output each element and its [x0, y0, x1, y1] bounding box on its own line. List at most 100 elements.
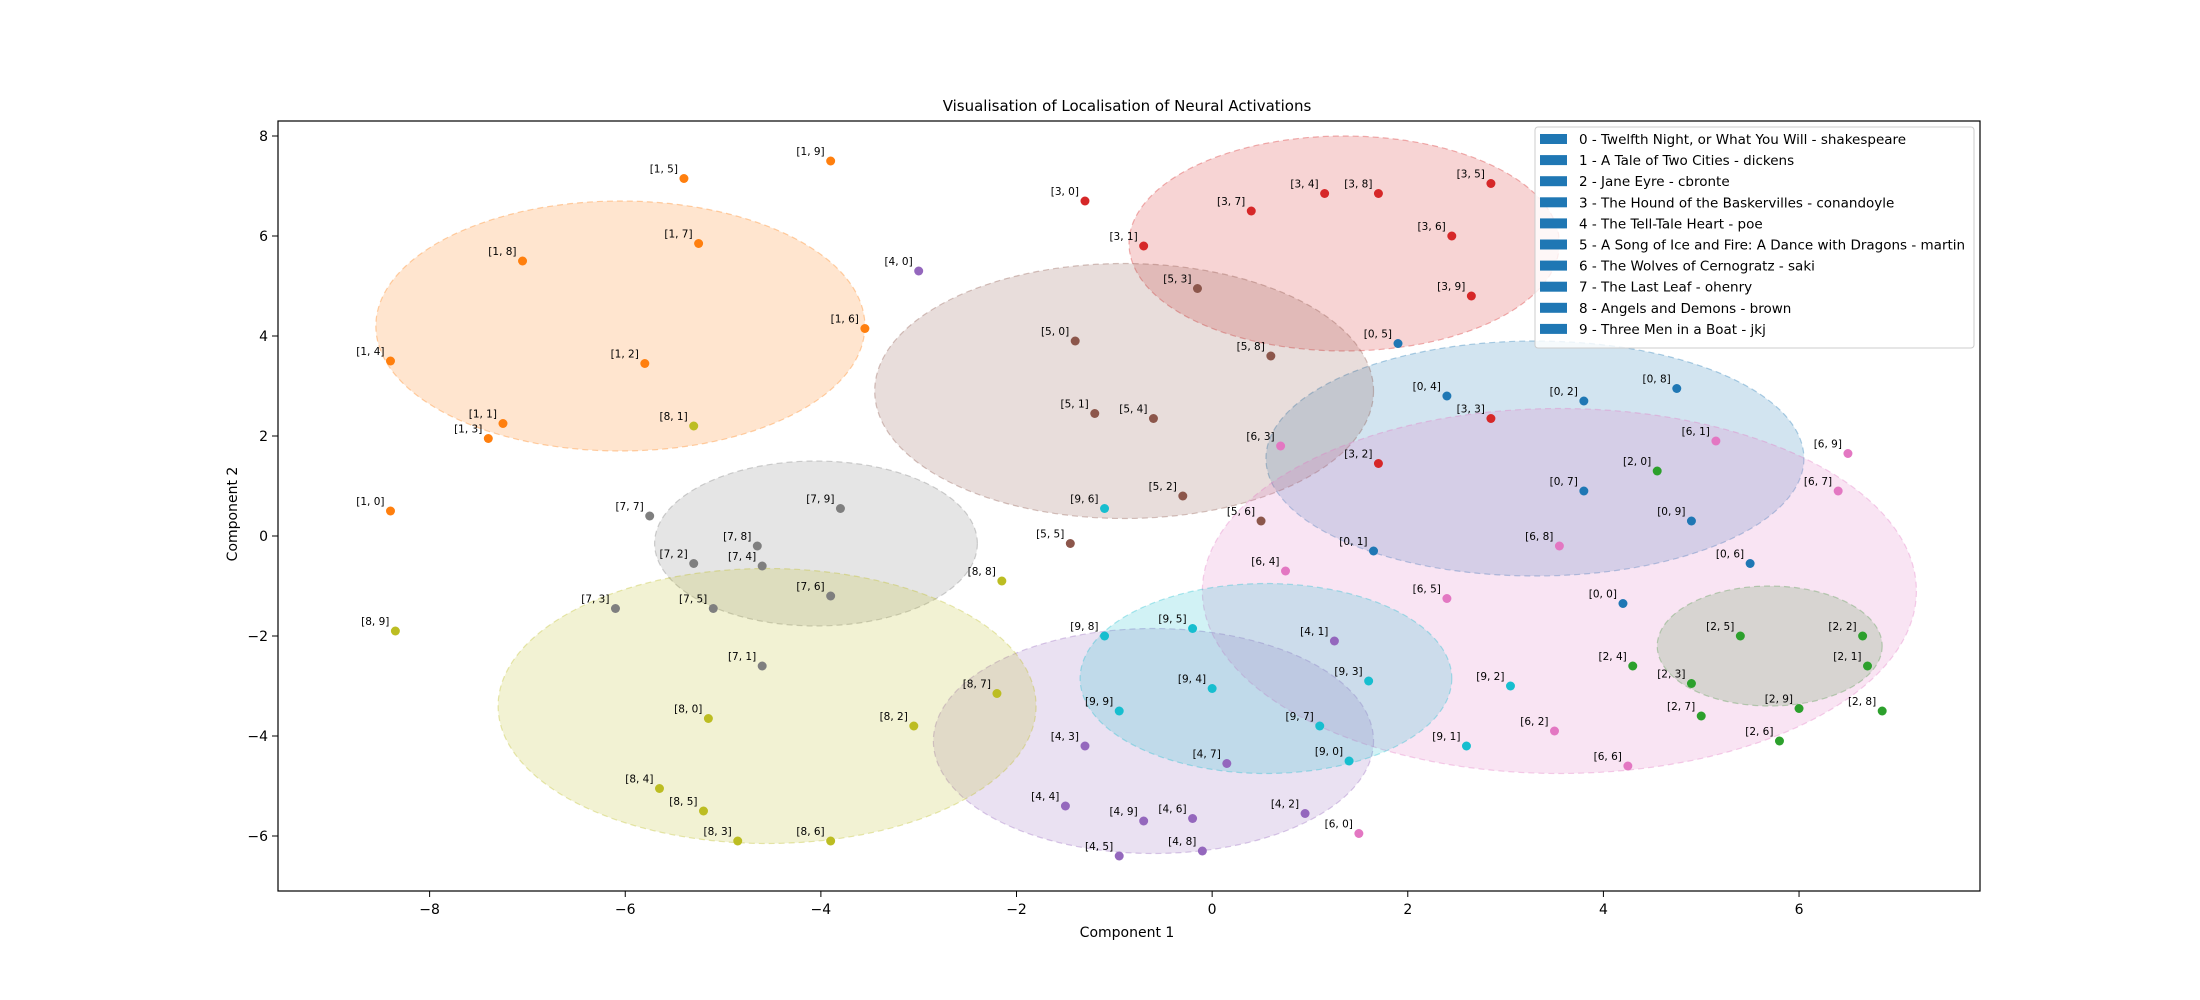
point-label: [2, 3]: [1657, 669, 1685, 681]
point-label: [3, 9]: [1437, 281, 1465, 293]
data-point: [1080, 196, 1090, 206]
data-point: [1114, 706, 1124, 716]
legend-entry: 5 - A Song of Ice and Fire: A Dance with…: [1579, 238, 1965, 254]
point-label: [5, 5]: [1036, 529, 1064, 541]
cluster-ellipse-9: [1079, 582, 1453, 775]
data-point: [1686, 679, 1696, 688]
data-point: [1281, 566, 1291, 576]
data-point: [1354, 829, 1364, 838]
point-label: [0, 7]: [1550, 476, 1578, 488]
data-point: [1100, 504, 1110, 513]
cluster-ellipse-8: [497, 567, 1037, 845]
cluster-ellipse-2: [1656, 585, 1883, 707]
data-point: [1696, 711, 1706, 721]
point-label: [6, 5]: [1413, 584, 1441, 596]
data-point: [1735, 631, 1745, 641]
data-point: [1300, 809, 1310, 818]
data-point: [1554, 541, 1564, 551]
point-label: [2, 2]: [1828, 621, 1856, 633]
data-point: [1745, 559, 1755, 568]
data-point: [914, 266, 924, 276]
data-point: [390, 626, 400, 636]
data-point: [1461, 741, 1471, 751]
point-label: [2, 4]: [1599, 651, 1627, 663]
legend-entry: 4 - The Tell-Tale Heart - poe: [1579, 216, 1763, 232]
point-label: [4, 9]: [1109, 806, 1137, 818]
data-point: [1373, 459, 1383, 468]
point-label: [3, 6]: [1418, 221, 1446, 233]
point-label: [0, 9]: [1657, 506, 1685, 518]
data-point: [1364, 676, 1374, 686]
data-point: [1442, 594, 1452, 603]
point-label: [1, 5]: [650, 164, 678, 176]
legend-swatch: [1540, 239, 1567, 250]
data-point: [610, 604, 620, 613]
data-point: [1843, 449, 1853, 458]
data-point: [1794, 704, 1804, 713]
point-label: [5, 0]: [1041, 326, 1069, 338]
data-point: [835, 504, 845, 513]
point-label: [6, 2]: [1520, 716, 1548, 728]
point-label: [0, 0]: [1589, 589, 1617, 601]
point-labels: [0, 0] [0, 1] [0, 2] [0, 4] [0, 5] [0, 6] [0, …: [356, 146, 1876, 853]
legend-swatch: [1540, 281, 1567, 292]
legend-swatch: [1540, 176, 1567, 187]
data-point: [1266, 351, 1276, 361]
point-label: [6, 8]: [1525, 531, 1553, 543]
point-label: [9, 3]: [1334, 666, 1362, 678]
point-label: [7, 6]: [796, 581, 824, 593]
y-axis-label: Component 2: [225, 467, 241, 562]
data-point: [694, 239, 704, 248]
legend-entry: 9 - Three Men in a Boat - jkj: [1579, 322, 1766, 338]
data-point: [708, 604, 718, 613]
data-point: [1579, 396, 1589, 406]
legend-swatch: [1540, 323, 1567, 334]
point-label: [7, 5]: [679, 594, 707, 606]
point-label: [2, 0]: [1623, 456, 1651, 468]
legend-swatch: [1540, 260, 1567, 271]
data-point: [860, 324, 870, 333]
data-point: [1877, 706, 1887, 716]
chart-title: Visualisation of Localisation of Neural …: [943, 97, 1312, 115]
data-point: [752, 541, 762, 551]
data-point: [909, 721, 919, 731]
point-label: [3, 2]: [1344, 449, 1372, 461]
point-label: [4, 0]: [884, 256, 912, 268]
point-label: [9, 8]: [1070, 621, 1098, 633]
point-label: [0, 6]: [1716, 549, 1744, 561]
y-tick-label: 0: [259, 529, 268, 545]
cluster-ellipse-5: [874, 262, 1375, 520]
point-label: [6, 7]: [1804, 476, 1832, 488]
legend-entry: 6 - The Wolves of Cernogratz - saki: [1579, 259, 1815, 275]
point-label: [3, 5]: [1457, 169, 1485, 181]
data-point: [1315, 721, 1325, 731]
point-label: [9, 4]: [1178, 674, 1206, 686]
data-point: [1628, 661, 1638, 671]
point-label: [1, 9]: [796, 146, 824, 158]
data-point: [1139, 816, 1149, 826]
data-point: [1090, 409, 1100, 418]
x-tick-label: −8: [419, 902, 440, 918]
data-point: [1579, 486, 1589, 496]
data-point: [1774, 736, 1784, 746]
point-label: [0, 4]: [1413, 381, 1441, 393]
point-label: [7, 3]: [581, 594, 609, 606]
data-point: [1505, 681, 1515, 691]
data-point: [1393, 339, 1403, 348]
point-label: [8, 8]: [968, 566, 996, 578]
point-label: [0, 5]: [1364, 329, 1392, 341]
point-label: [3, 3]: [1457, 404, 1485, 416]
point-label: [4, 5]: [1085, 841, 1113, 853]
y-tick-label: 2: [259, 429, 268, 445]
data-point: [1486, 179, 1496, 188]
point-label: [1, 7]: [664, 229, 692, 241]
data-point: [1114, 851, 1124, 861]
point-label: [6, 9]: [1814, 439, 1842, 451]
data-point: [385, 356, 395, 366]
data-point: [992, 689, 1002, 698]
point-label: [5, 6]: [1227, 506, 1255, 518]
point-label: [7, 7]: [615, 501, 643, 513]
point-label: [5, 3]: [1163, 274, 1191, 286]
data-point: [483, 434, 493, 443]
data-point: [1623, 761, 1633, 771]
